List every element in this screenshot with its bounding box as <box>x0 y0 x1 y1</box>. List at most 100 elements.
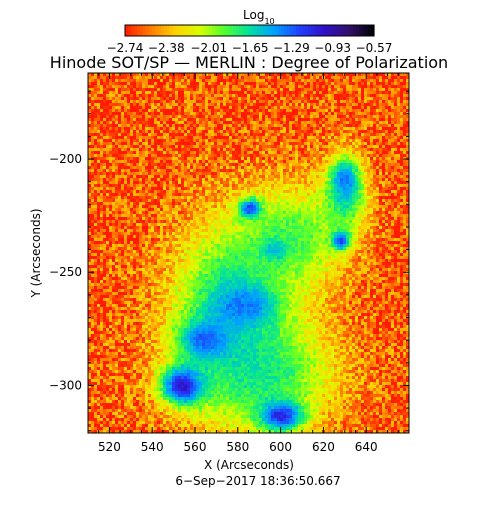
x-tick-label: 520 <box>98 440 121 454</box>
y-axis: −200 −250 −300 <box>49 90 409 432</box>
colorbar-segment <box>293 25 297 36</box>
colorbar-segment <box>260 25 264 36</box>
colorbar-segment <box>158 25 162 36</box>
colorbar-label: Log10 <box>243 8 275 26</box>
colorbar-segment <box>344 25 348 36</box>
colorbar-segment <box>236 25 240 36</box>
colorbar-segment <box>164 25 168 36</box>
colorbar-segment <box>167 25 171 36</box>
colorbar-segment <box>302 25 306 36</box>
x-tick-label: 600 <box>269 440 292 454</box>
colorbar-segment <box>137 25 141 36</box>
observation-timestamp: 6−Sep−2017 18:36:50.667 <box>175 474 340 488</box>
colorbar-segment <box>275 25 279 36</box>
colorbar-segment <box>242 25 246 36</box>
colorbar-segment <box>335 25 339 36</box>
colorbar-segment <box>224 25 228 36</box>
colorbar-tick-label: −1.65 <box>232 41 269 55</box>
colorbar-segment <box>125 25 129 36</box>
colorbar <box>125 25 375 36</box>
colorbar-segment <box>143 25 147 36</box>
x-tick-label: 640 <box>355 440 378 454</box>
colorbar-segment <box>227 25 231 36</box>
colorbar-segment <box>257 25 261 36</box>
colorbar-segment <box>128 25 132 36</box>
colorbar-segment <box>149 25 153 36</box>
y-tick-label: −300 <box>49 378 82 392</box>
colorbar-segment <box>290 25 294 36</box>
colorbar-segment <box>359 25 363 36</box>
colorbar-segment <box>299 25 303 36</box>
x-axis: 520 540 560 580 600 620 640 <box>98 73 399 454</box>
colorbar-segment <box>365 25 369 36</box>
colorbar-segment <box>326 25 330 36</box>
colorbar-segment <box>323 25 327 36</box>
colorbar-ticks: −2.74 −2.38 −2.01 −1.65 −1.29 −0.93 −0.57 <box>107 41 393 55</box>
colorbar-segment <box>278 25 282 36</box>
colorbar-segment <box>233 25 237 36</box>
colorbar-segment <box>350 25 354 36</box>
colorbar-segment <box>230 25 234 36</box>
x-tick-label: 540 <box>141 440 164 454</box>
colorbar-segment <box>308 25 312 36</box>
colorbar-segment <box>194 25 198 36</box>
colorbar-segment <box>362 25 366 36</box>
colorbar-segment <box>200 25 204 36</box>
colorbar-segment <box>251 25 255 36</box>
colorbar-segment <box>281 25 285 36</box>
colorbar-segment <box>218 25 222 36</box>
colorbar-segment <box>320 25 324 36</box>
colorbar-tick-label: −0.57 <box>356 41 393 55</box>
colorbar-segment <box>197 25 201 36</box>
colorbar-segment <box>188 25 192 36</box>
colorbar-segment <box>239 25 243 36</box>
colorbar-segment <box>191 25 195 36</box>
colorbar-segment <box>134 25 138 36</box>
colorbar-tick-label: −2.74 <box>107 41 144 55</box>
colorbar-tick-label: −0.93 <box>314 41 351 55</box>
colorbar-segment <box>206 25 210 36</box>
colorbar-segment <box>356 25 360 36</box>
colorbar-segment <box>161 25 165 36</box>
colorbar-segment <box>176 25 180 36</box>
colorbar-segment <box>368 25 372 36</box>
x-tick-label: 560 <box>184 440 207 454</box>
y-axis-title: Y (Arcseconds) <box>29 208 43 298</box>
x-axis-title: X (Arcseconds) <box>204 458 294 472</box>
colorbar-tick-label: −2.01 <box>190 41 227 55</box>
colorbar-segment <box>266 25 270 36</box>
colorbar-segment <box>215 25 219 36</box>
colorbar-segment <box>140 25 144 36</box>
colorbar-segment <box>341 25 345 36</box>
colorbar-segment <box>209 25 213 36</box>
y-tick-label: −250 <box>49 265 82 279</box>
colorbar-segment <box>329 25 333 36</box>
colorbar-segment <box>314 25 318 36</box>
y-tick-label: −200 <box>49 152 82 166</box>
colorbar-segment <box>371 25 375 36</box>
colorbar-segment <box>152 25 156 36</box>
colorbar-segment <box>248 25 252 36</box>
colorbar-segment <box>254 25 258 36</box>
colorbar-segment <box>182 25 186 36</box>
colorbar-segment <box>305 25 309 36</box>
colorbar-segment <box>353 25 357 36</box>
colorbar-segment <box>296 25 300 36</box>
colorbar-segment <box>155 25 159 36</box>
colorbar-segment <box>221 25 225 36</box>
colorbar-segment <box>272 25 276 36</box>
colorbar-segment <box>287 25 291 36</box>
colorbar-segment <box>263 25 267 36</box>
polarization-image <box>88 73 409 433</box>
colorbar-frame <box>124 24 375 37</box>
colorbar-segment <box>338 25 342 36</box>
colorbar-segment <box>269 25 273 36</box>
colorbar-segment <box>311 25 315 36</box>
colorbar-segment <box>185 25 189 36</box>
colorbar-segment <box>347 25 351 36</box>
colorbar-segment <box>317 25 321 36</box>
chart-title: Hinode SOT/SP — MERLIN : Degree of Polar… <box>50 53 448 72</box>
colorbar-tick-label: −1.29 <box>273 41 310 55</box>
colorbar-segment <box>173 25 177 36</box>
